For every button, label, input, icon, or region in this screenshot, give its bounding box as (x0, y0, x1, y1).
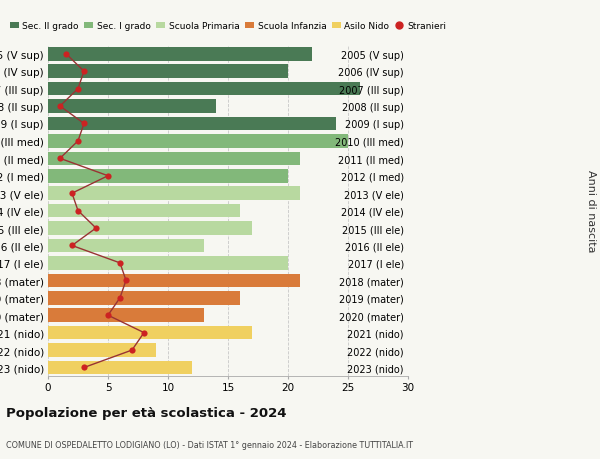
Text: COMUNE DI OSPEDALETTO LODIGIANO (LO) - Dati ISTAT 1° gennaio 2024 - Elaborazione: COMUNE DI OSPEDALETTO LODIGIANO (LO) - D… (6, 440, 413, 449)
Point (103, 173, 113, 180)
Point (79, 121, 89, 128)
Bar (48, 135, 348, 148)
Point (79, 68, 89, 76)
Point (139, 329, 149, 336)
Point (55, 103, 65, 111)
Point (121, 277, 131, 285)
Bar (48, 222, 252, 235)
Point (127, 347, 137, 354)
Bar (48, 152, 300, 166)
Point (67, 190, 77, 197)
Point (55, 155, 65, 162)
Bar (48, 100, 216, 113)
Bar (48, 169, 288, 183)
Point (73, 138, 83, 145)
Bar (48, 118, 336, 131)
Bar (48, 326, 252, 340)
Point (73, 86, 83, 93)
Bar (48, 291, 240, 305)
Bar (48, 48, 312, 62)
Legend: Sec. II grado, Sec. I grado, Scuola Primaria, Scuola Infanzia, Asilo Nido, Stran: Sec. II grado, Sec. I grado, Scuola Prim… (6, 19, 450, 35)
Bar (48, 83, 360, 96)
Bar (48, 204, 240, 218)
Bar (48, 361, 192, 375)
Point (73, 207, 83, 215)
Point (103, 312, 113, 319)
Bar (48, 187, 300, 201)
Bar (48, 309, 204, 322)
Bar (48, 239, 204, 253)
Bar (48, 343, 156, 357)
Bar (48, 274, 300, 287)
Point (91, 225, 101, 232)
Point (79, 364, 89, 371)
Point (115, 294, 125, 302)
Text: Popolazione per età scolastica - 2024: Popolazione per età scolastica - 2024 (6, 406, 287, 419)
Text: Anni di nascita: Anni di nascita (586, 170, 596, 252)
Point (61, 51, 71, 58)
Bar (48, 257, 288, 270)
Bar (48, 65, 288, 79)
Point (115, 260, 125, 267)
Point (67, 242, 77, 250)
